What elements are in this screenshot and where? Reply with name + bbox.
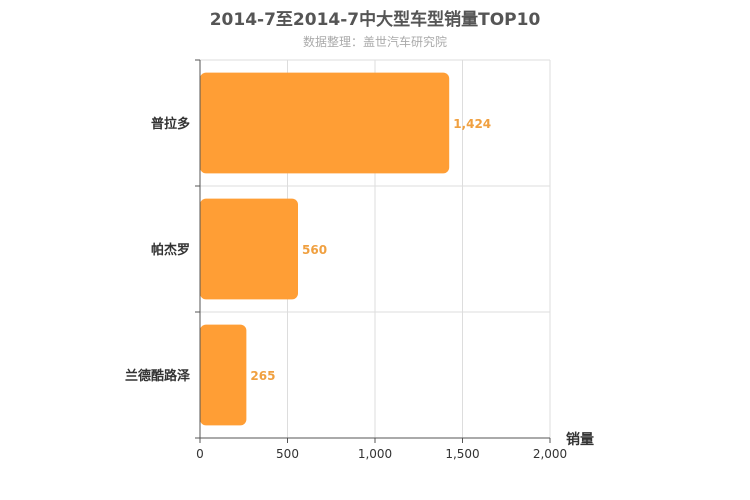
bar <box>200 198 298 300</box>
value-label: 560 <box>302 243 327 257</box>
x-tick-label: 0 <box>196 447 204 461</box>
bar <box>200 72 450 174</box>
chart-title: 2014-7至2014-7中大型车型销量TOP10 <box>209 10 541 30</box>
x-tick-label: 2,000 <box>533 447 567 461</box>
category-label: 兰德酷路泽 <box>125 368 191 384</box>
x-tick-label: 1,000 <box>358 447 392 461</box>
bar <box>200 324 247 426</box>
category-label: 普拉多 <box>151 116 190 132</box>
x-tick-label: 500 <box>276 447 299 461</box>
value-label: 1,424 <box>453 117 491 131</box>
x-axis-label: 销量 <box>566 431 594 448</box>
category-label: 帕杰罗 <box>151 242 190 258</box>
value-label: 265 <box>250 369 275 383</box>
chart-subtitle: 数据整理：盖世汽车研究院 <box>302 35 447 49</box>
bars-group: 1,424 560 265 <box>200 72 491 426</box>
x-tick-label: 1,500 <box>445 447 479 461</box>
